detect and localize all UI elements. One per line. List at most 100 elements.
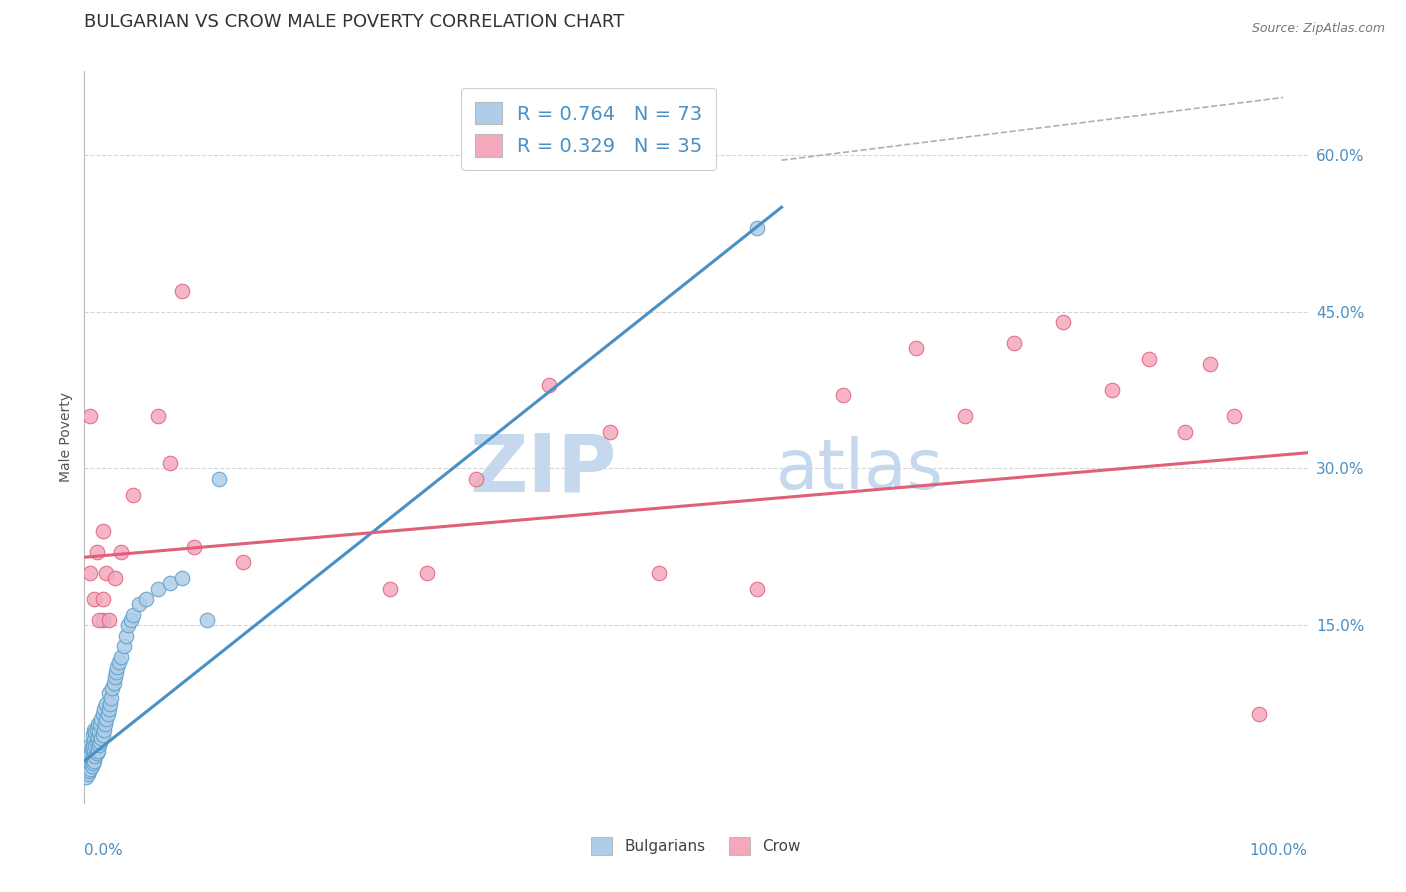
Point — [104, 571, 127, 585]
Point — [146, 409, 169, 424]
Point — [122, 487, 145, 501]
Point — [115, 629, 138, 643]
Point — [1198, 357, 1220, 371]
Point — [117, 618, 139, 632]
Point — [1247, 706, 1270, 721]
Point — [94, 717, 117, 731]
Point — [1223, 409, 1246, 424]
Point — [96, 697, 118, 711]
Point — [232, 556, 254, 570]
Text: atlas: atlas — [776, 436, 943, 503]
Point — [183, 540, 205, 554]
Point — [208, 472, 231, 486]
Point — [128, 597, 150, 611]
Point — [83, 743, 105, 757]
Point — [93, 702, 115, 716]
Point — [77, 743, 100, 757]
Point — [1174, 425, 1197, 439]
Point — [87, 731, 110, 745]
Point — [905, 341, 928, 355]
Point — [84, 739, 107, 753]
Point — [86, 746, 108, 760]
Point — [97, 706, 120, 721]
Point — [120, 613, 142, 627]
Point — [953, 409, 976, 424]
Point — [87, 743, 110, 757]
Point — [98, 697, 121, 711]
Point — [831, 388, 853, 402]
Text: 100.0%: 100.0% — [1250, 843, 1308, 858]
Text: ZIP: ZIP — [470, 431, 616, 509]
Point — [1052, 315, 1074, 329]
Point — [83, 592, 105, 607]
Point — [87, 613, 110, 627]
Point — [146, 582, 169, 596]
Point — [172, 571, 194, 585]
Point — [105, 660, 128, 674]
Point — [172, 284, 194, 298]
Point — [105, 665, 128, 680]
Point — [82, 739, 104, 753]
Point — [538, 377, 561, 392]
Point — [83, 733, 105, 747]
Point — [91, 613, 114, 627]
Point — [122, 607, 145, 622]
Point — [110, 545, 132, 559]
Point — [83, 754, 105, 768]
Point — [76, 759, 98, 773]
Point — [1002, 336, 1025, 351]
Point — [86, 545, 108, 559]
Point — [104, 670, 127, 684]
Point — [79, 739, 101, 753]
Text: BULGARIAN VS CROW MALE POVERTY CORRELATION CHART: BULGARIAN VS CROW MALE POVERTY CORRELATI… — [84, 13, 624, 31]
Point — [110, 649, 132, 664]
Point — [91, 524, 114, 538]
Point — [79, 566, 101, 580]
Point — [80, 752, 103, 766]
Y-axis label: Male Poverty: Male Poverty — [59, 392, 73, 482]
Point — [96, 712, 118, 726]
Point — [84, 748, 107, 763]
Point — [91, 592, 114, 607]
Point — [77, 766, 100, 780]
Point — [76, 754, 98, 768]
Point — [79, 409, 101, 424]
Point — [112, 639, 135, 653]
Point — [97, 613, 120, 627]
Point — [747, 582, 769, 596]
Point — [91, 706, 114, 721]
Point — [82, 748, 104, 763]
Point — [107, 655, 129, 669]
Point — [87, 717, 110, 731]
Point — [77, 764, 100, 779]
Point — [159, 456, 181, 470]
Point — [80, 741, 103, 756]
Point — [747, 221, 769, 235]
Text: 0.0%: 0.0% — [84, 843, 124, 858]
Point — [75, 770, 97, 784]
Point — [86, 735, 108, 749]
Point — [380, 582, 402, 596]
Point — [87, 724, 110, 739]
Point — [83, 723, 105, 737]
Point — [86, 723, 108, 737]
Point — [416, 566, 439, 580]
Point — [89, 717, 111, 731]
Legend: Bulgarians, Crow: Bulgarians, Crow — [585, 831, 807, 861]
Point — [1101, 383, 1123, 397]
Point — [82, 728, 104, 742]
Text: Source: ZipAtlas.com: Source: ZipAtlas.com — [1251, 22, 1385, 36]
Point — [82, 756, 104, 770]
Point — [91, 728, 114, 742]
Point — [77, 759, 100, 773]
Point — [87, 739, 110, 753]
Point — [195, 613, 218, 627]
Point — [79, 756, 101, 770]
Point — [648, 566, 671, 580]
Point — [77, 754, 100, 768]
Point — [84, 724, 107, 739]
Point — [79, 763, 101, 777]
Point — [93, 723, 115, 737]
Point — [599, 425, 621, 439]
Point — [77, 748, 100, 763]
